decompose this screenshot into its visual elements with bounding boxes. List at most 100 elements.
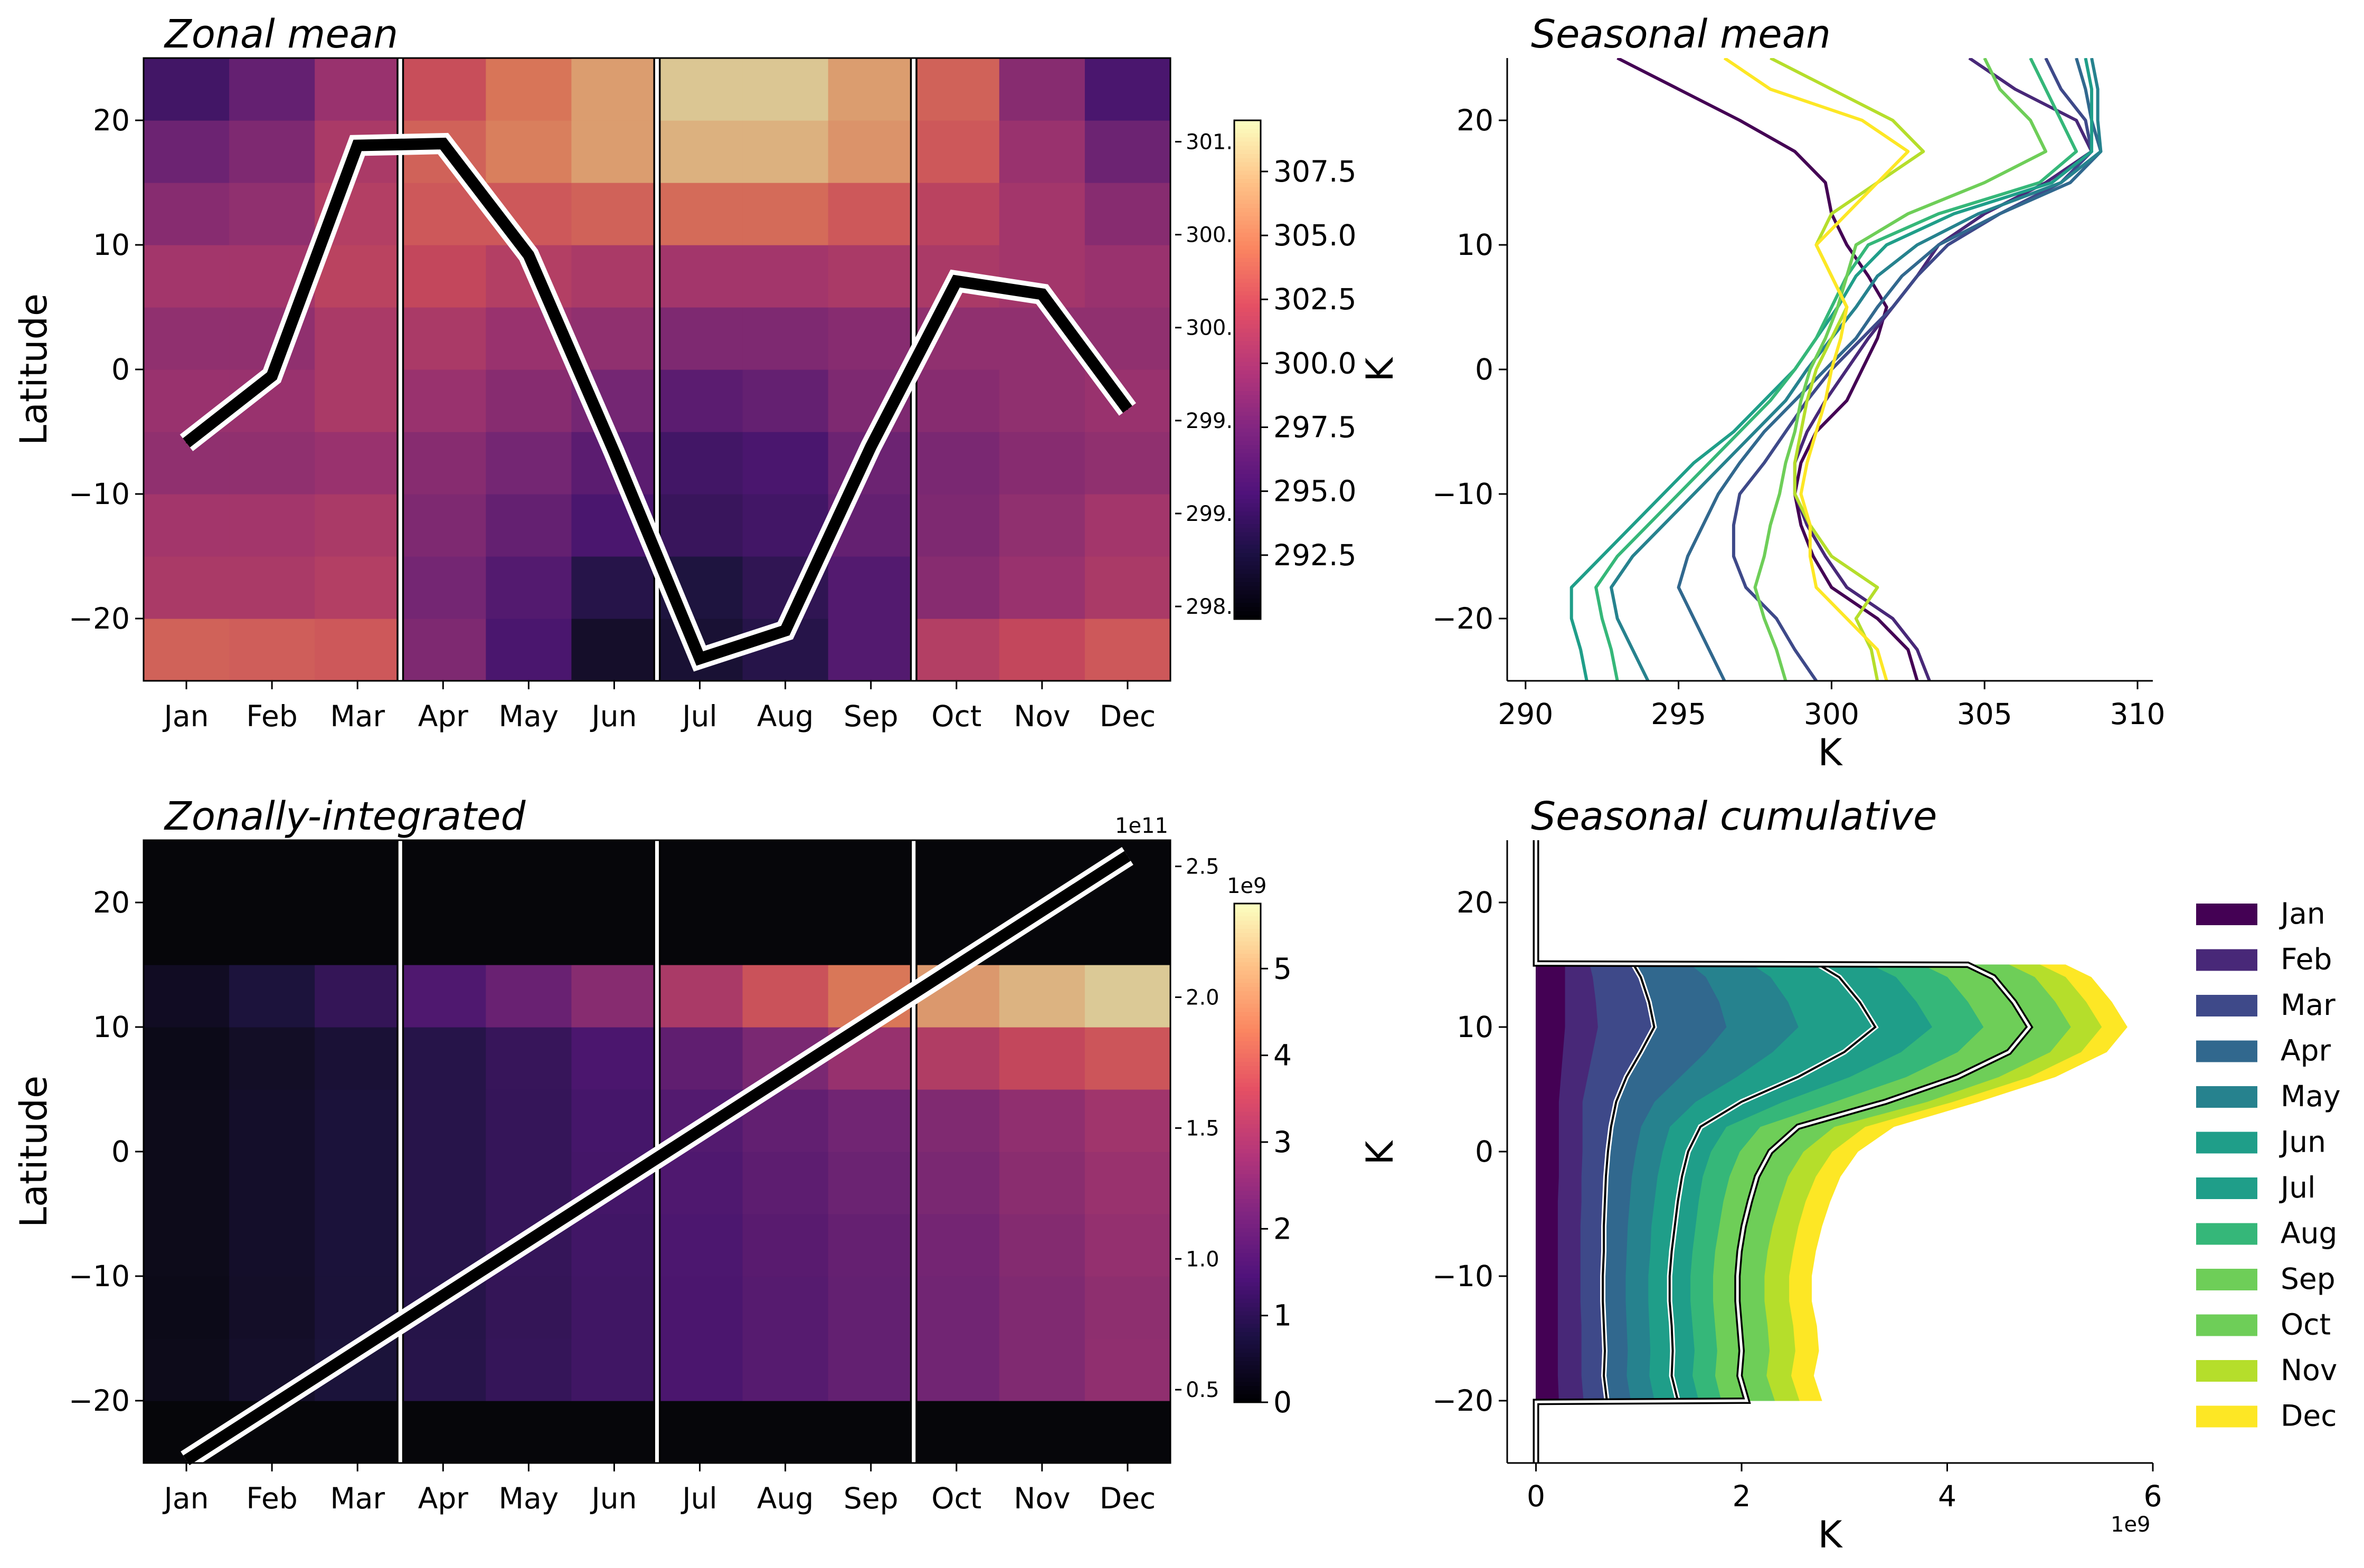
x-tick-label: 290 [1498, 697, 1553, 731]
overlay-point [1041, 293, 1043, 295]
colorbar-tick-label: 295.0 [1273, 474, 1356, 508]
colorbar-gradient-step [1234, 511, 1261, 516]
colorbar-gradient-step [1234, 1240, 1261, 1245]
colorbar-gradient-step [1234, 1381, 1261, 1386]
series-group [1569, 58, 2103, 681]
colorbar-gradient-step [1234, 1186, 1261, 1191]
colorbar-gradient-step [1234, 124, 1261, 129]
legend-swatch [2196, 949, 2257, 971]
profile-line [1610, 58, 2103, 681]
heatmap-cell [913, 1027, 1000, 1090]
y-tick-label: −10 [69, 1259, 130, 1293]
heatmap-cell [657, 432, 743, 495]
colorbar-gradient-step [1234, 1303, 1261, 1307]
colorbar-tick-label: 3 [1273, 1125, 1292, 1159]
colorbar-gradient-step [1234, 183, 1261, 187]
x-tick-label: 295 [1651, 697, 1706, 731]
colorbar-gradient-step [1234, 1107, 1261, 1112]
colorbar-gradient-step [1234, 1007, 1261, 1012]
colorbar-gradient-step [1234, 1148, 1261, 1154]
colorbar-gradient-step [1234, 940, 1261, 946]
colorbar-gradient-step [1234, 1153, 1261, 1158]
colorbar-gradient-step [1234, 1182, 1261, 1187]
heatmap-cell [913, 1089, 1000, 1152]
colorbar-gradient-step [1234, 1028, 1261, 1033]
heatmap-cell [828, 840, 914, 903]
heatmap-cell [571, 1276, 658, 1339]
heatmap-cell [486, 619, 572, 681]
colorbar-gradient-step [1234, 361, 1261, 366]
colorbar-gradient-step [1234, 411, 1261, 416]
colorbar-gradient-step [1234, 1049, 1261, 1054]
colorbar-gradient-step [1234, 1310, 1261, 1316]
colorbar-gradient-step [1234, 569, 1261, 574]
colorbar-gradient-step [1234, 1232, 1261, 1237]
colorbar-gradient-step [1234, 212, 1261, 216]
colorbar-gradient-step [1234, 207, 1261, 213]
heatmap-cell [913, 494, 1000, 557]
colorbar-gradient-step [1234, 1339, 1261, 1345]
heatmap-cell [400, 58, 486, 121]
heatmap-cell [571, 1089, 658, 1152]
x-tick-label: 310 [2110, 697, 2166, 731]
heatmap-cell [828, 556, 914, 619]
heatmap-cell [828, 245, 914, 308]
colorbar-gradient-step [1234, 982, 1261, 987]
colorbar-tick-label: 300.0 [1273, 346, 1356, 380]
heatmap-cell [999, 183, 1085, 245]
heatmap-cell [400, 1401, 486, 1464]
overlay-point [528, 1240, 529, 1241]
heatmap-cell [657, 1338, 743, 1401]
heatmap-cell [400, 902, 486, 965]
heatmap-cell [1084, 902, 1171, 965]
colorbar-gradient-step [1234, 1277, 1261, 1282]
x-tick-label: 2 [1733, 1479, 1751, 1513]
x-tick-label: Feb [246, 1481, 297, 1515]
colorbar-gradient-step [1234, 907, 1261, 913]
colorbar-gradient-step [1234, 577, 1261, 582]
heatmap-cell [400, 369, 486, 432]
colorbar-gradient-step [1234, 187, 1261, 192]
colorbar-gradient-step [1234, 290, 1261, 296]
heatmap-cell [999, 556, 1085, 619]
colorbar-gradient-step [1234, 191, 1261, 196]
season-boundary [1668, 964, 1877, 1401]
colorbar-gradient-step [1234, 257, 1261, 262]
colorbar-gradient-step [1234, 594, 1261, 599]
colorbar-gradient-step [1234, 1223, 1261, 1229]
legend-swatch [2196, 1405, 2257, 1428]
heatmap-cell [1084, 1089, 1171, 1152]
overlay-point [870, 1020, 872, 1022]
colorbar-gradient-step [1234, 494, 1261, 499]
legend-label: Jun [2279, 1125, 2326, 1159]
colorbar-tick-label: 4 [1273, 1039, 1292, 1072]
colorbar-gradient-step [1234, 1211, 1261, 1216]
colorbar-gradient-step [1234, 928, 1261, 933]
colorbar-gradient-step [1234, 444, 1261, 449]
colorbar-gradient-step [1234, 916, 1261, 921]
colorbar-gradient-step [1234, 157, 1261, 163]
colorbar-gradient-step [1234, 519, 1261, 524]
heatmap-cell [486, 432, 572, 495]
colorbar-gradient-step [1234, 1115, 1261, 1120]
x-tick-label: 305 [1957, 697, 2012, 731]
heatmap-cell [486, 1401, 572, 1464]
x-axis-label: K [1818, 1513, 1843, 1556]
colorbar-gradient-step [1234, 374, 1261, 379]
colorbar-gradient-step [1234, 1219, 1261, 1224]
heatmap-cell [657, 1276, 743, 1339]
colorbar-gradient-step [1234, 365, 1261, 370]
panel-title: Zonal mean [164, 12, 398, 57]
colorbar-gradient-step [1234, 986, 1261, 992]
x-tick-label: Sep [844, 699, 899, 733]
heatmap-cell [742, 840, 829, 903]
colorbar-gradient-step [1234, 970, 1261, 975]
overlay-point [442, 1295, 444, 1296]
heatmap-cell [229, 556, 315, 619]
colorbar-gradient-step [1234, 1173, 1261, 1179]
colorbar-gradient-step [1234, 565, 1261, 570]
legend-swatch [2196, 1040, 2257, 1062]
heatmap-cell [144, 307, 230, 370]
colorbar-gradient-step [1234, 1286, 1261, 1291]
x-axis-multiplier: 1e9 [2111, 1513, 2151, 1537]
